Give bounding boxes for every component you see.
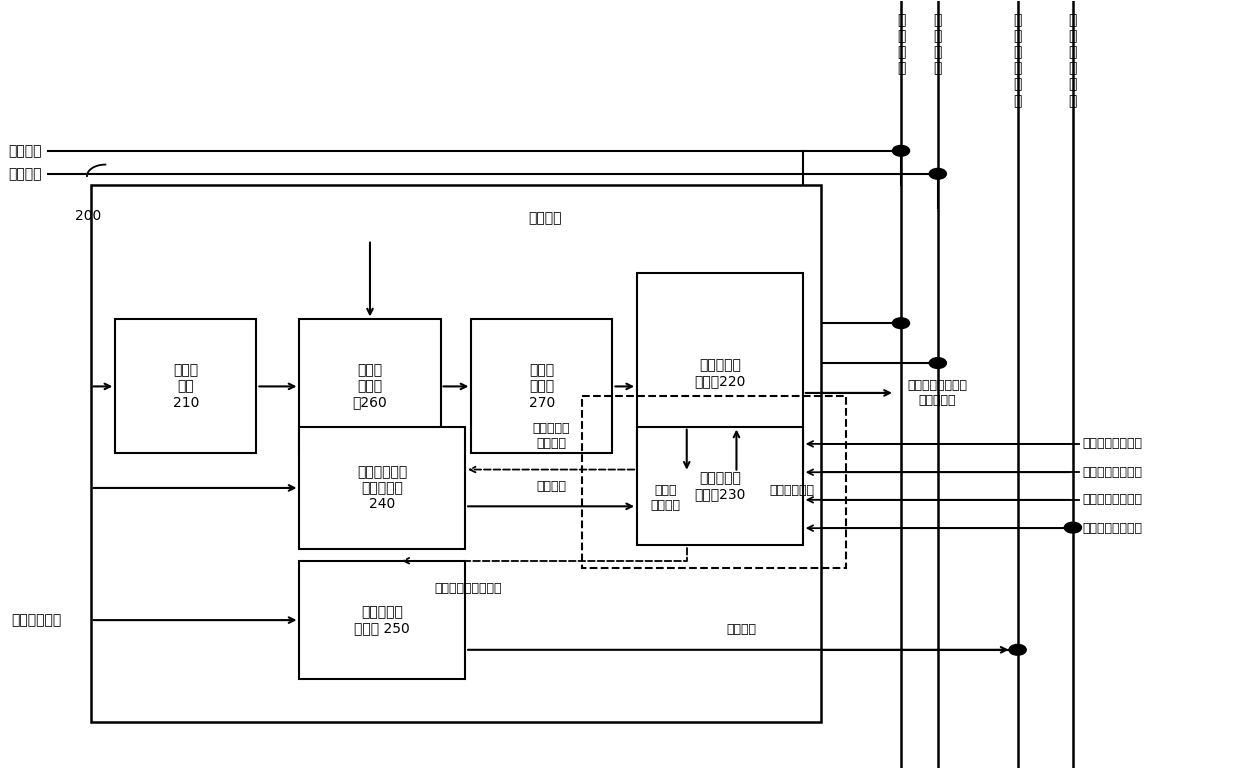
Circle shape — [929, 168, 946, 179]
Text: 光强信号: 光强信号 — [536, 480, 567, 492]
Text: 列
请
求
线: 列 请 求 线 — [897, 13, 905, 75]
Text: 列
响
应
线: 列 响 应 线 — [934, 13, 942, 75]
Bar — [471, 319, 613, 454]
Text: 时间信号: 时间信号 — [727, 623, 756, 636]
Text: 下像素元状态输入: 下像素元状态输入 — [1083, 466, 1143, 479]
Text: 上像素元状态输入: 上像素元状态输入 — [1083, 438, 1143, 451]
Text: 重置信号: 重置信号 — [528, 211, 562, 225]
Bar — [299, 319, 440, 454]
Text: 左像素元状态输入: 左像素元状态输入 — [1083, 494, 1143, 506]
Text: 光强信号采集
及存储模块
240: 光强信号采集 及存储模块 240 — [357, 464, 408, 511]
Text: 光
强
模
拟
信
号: 光 强 模 拟 信 号 — [1013, 13, 1022, 108]
Bar — [637, 427, 802, 545]
Text: 第一时间信号: 第一时间信号 — [11, 613, 61, 627]
Text: 双阈值
过滤器
270: 双阈值 过滤器 270 — [528, 363, 556, 410]
Circle shape — [1009, 644, 1027, 655]
Bar — [91, 185, 821, 721]
Bar — [299, 427, 465, 549]
Text: 光强检
测器
210: 光强检 测器 210 — [172, 363, 198, 410]
Circle shape — [893, 318, 910, 328]
Text: 时间信息存
储模块 250: 时间信息存 储模块 250 — [355, 605, 410, 635]
Text: 第二状态存
储模块230: 第二状态存 储模块230 — [694, 471, 745, 501]
Bar — [637, 274, 802, 473]
Circle shape — [1064, 522, 1081, 533]
Bar — [115, 319, 257, 454]
Text: 像素元状态及行响应: 像素元状态及行响应 — [434, 581, 502, 594]
Text: 行响应线: 行响应线 — [7, 167, 42, 181]
Text: 像素元状态输出给
邻近像素元: 像素元状态输出给 邻近像素元 — [908, 379, 967, 407]
Bar — [299, 561, 465, 680]
Circle shape — [929, 358, 946, 368]
Bar — [582, 396, 846, 568]
Text: 被动激活状态: 被动激活状态 — [769, 484, 813, 497]
Text: 行响应
及列响应: 行响应 及列响应 — [651, 484, 681, 512]
Text: 时
间
模
拟
信
号: 时 间 模 拟 信 号 — [1069, 13, 1078, 108]
Text: 第一状态存
储模块220: 第一状态存 储模块220 — [694, 358, 745, 388]
Circle shape — [893, 145, 910, 156]
Text: 行请求线: 行请求线 — [7, 144, 42, 158]
Text: 像素元状态
及行响应: 像素元状态 及行响应 — [532, 422, 570, 451]
Text: 光强变
化放大
器260: 光强变 化放大 器260 — [352, 363, 387, 410]
Text: 200: 200 — [74, 209, 100, 223]
Text: 右像素元状态输入: 右像素元状态输入 — [1083, 521, 1143, 534]
